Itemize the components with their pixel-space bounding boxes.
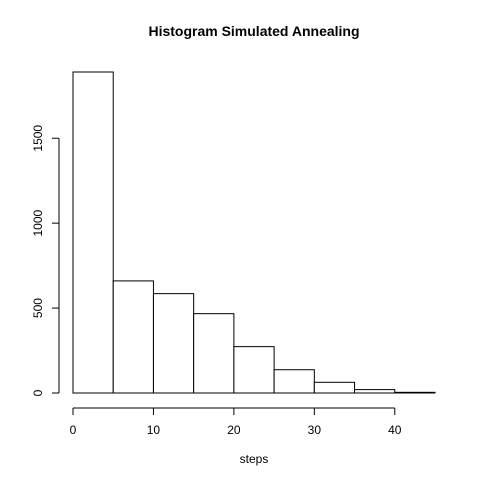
y-tick-label-1: 500 bbox=[31, 298, 45, 318]
x-axis: 0 10 20 30 40 bbox=[70, 408, 402, 437]
histogram-bar-3 bbox=[194, 314, 234, 393]
y-tick-label-3: 1500 bbox=[31, 125, 45, 152]
x-tick-label-2: 20 bbox=[227, 423, 241, 437]
y-axis: 0 500 1000 1500 bbox=[31, 125, 59, 397]
y-tick-label-0: 0 bbox=[31, 389, 45, 396]
x-axis-label: steps bbox=[240, 452, 269, 466]
histogram-bar-8 bbox=[395, 392, 435, 393]
histogram-bar-5 bbox=[274, 370, 314, 393]
histogram-bar-4 bbox=[234, 347, 274, 393]
x-tick-label-0: 0 bbox=[70, 423, 77, 437]
chart-title: Histogram Simulated Annealing bbox=[148, 23, 359, 39]
x-tick-label-1: 10 bbox=[147, 423, 161, 437]
x-tick-label-4: 40 bbox=[388, 423, 402, 437]
histogram-bar-0 bbox=[73, 72, 113, 393]
histogram-bar-7 bbox=[355, 390, 395, 393]
y-tick-label-2: 1000 bbox=[31, 209, 45, 236]
bars-group bbox=[73, 72, 435, 393]
x-tick-label-3: 30 bbox=[308, 423, 322, 437]
histogram-bar-1 bbox=[113, 281, 153, 393]
histogram-bar-2 bbox=[153, 294, 193, 393]
histogram-bar-6 bbox=[314, 382, 354, 393]
